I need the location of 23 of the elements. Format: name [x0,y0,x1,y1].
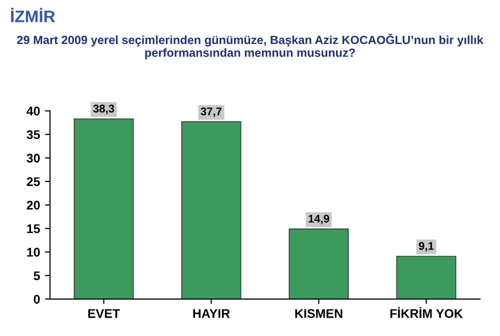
data-label: 14,9 [308,214,330,224]
x-tick-label: FİKRİM YOK [390,307,463,318]
y-tick-label: 30 [26,154,40,163]
data-label: 9,1 [418,242,434,252]
data-label: 37,7 [200,107,222,117]
y-tick-label: 40 [26,106,40,116]
y-tick-label: 20 [26,200,40,210]
y-tick-label: 35 [26,130,40,140]
y-tick-label: 15 [27,224,40,234]
x-tick-label: KISMEN [295,309,342,318]
bar [396,256,456,300]
x-tick-label: EVET [88,309,120,318]
chart-subtitle: 29 Mart 2009 yerel seçimlerinden günümüze, Başkan Aziz KOCAOĞLU’nun bir yıllık performansından memnun musunuz? [17,34,484,60]
y-tick-label: 0 [34,294,40,304]
bar [74,118,134,300]
y-tick-label: 25 [26,177,40,186]
chart-title: İZMİR [11,8,56,22]
x-tick-label: HAYIR [193,309,230,318]
bar [288,228,349,300]
y-tick-label: 10 [27,248,40,257]
data-label: 38,3 [93,104,114,114]
bar [181,121,242,300]
y-tick-label: 5 [34,271,40,280]
